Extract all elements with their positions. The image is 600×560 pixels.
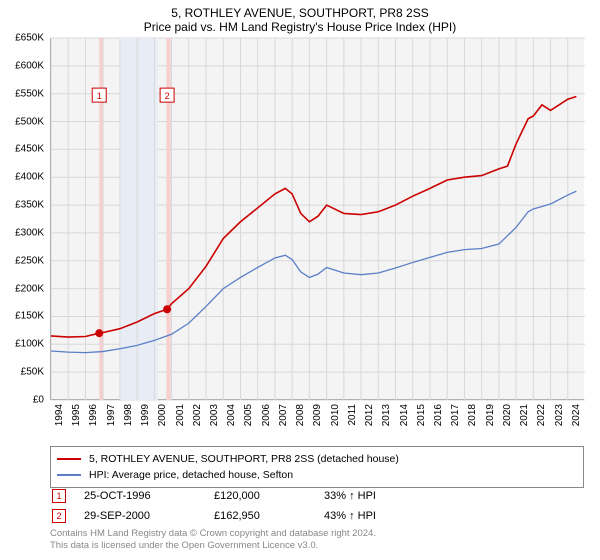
x-tick-label: 2002 xyxy=(192,404,203,426)
x-tick-label: 2014 xyxy=(399,404,410,426)
legend-swatch xyxy=(57,474,81,476)
y-tick-label: £150K xyxy=(15,311,44,322)
sale-marker-number: 1 xyxy=(97,91,102,101)
sale-marker-dot xyxy=(95,329,103,337)
sale-date: 25-OCT-1996 xyxy=(84,490,214,502)
y-tick-label: £550K xyxy=(15,88,44,99)
y-tick-label: £300K xyxy=(15,227,44,238)
legend-row: 5, ROTHLEY AVENUE, SOUTHPORT, PR8 2SS (d… xyxy=(57,451,577,467)
sale-date: 29-SEP-2000 xyxy=(84,510,214,522)
x-tick-label: 1994 xyxy=(54,404,65,426)
x-tick-label: 2021 xyxy=(519,404,530,426)
x-tick-label: 2011 xyxy=(347,404,358,426)
x-tick-label: 2010 xyxy=(330,404,341,426)
x-tick-label: 2009 xyxy=(312,404,323,426)
x-tick-label: 2006 xyxy=(261,404,272,426)
y-tick-label: £450K xyxy=(15,144,44,155)
x-tick-label: 2008 xyxy=(295,404,306,426)
chart-plot-area: 12 xyxy=(50,38,584,400)
y-tick-label: £50K xyxy=(21,367,44,378)
y-tick-label: £0 xyxy=(33,395,44,406)
y-axis: £0£50K£100K£150K£200K£250K£300K£350K£400… xyxy=(0,38,48,400)
y-tick-label: £250K xyxy=(15,255,44,266)
legend-label: 5, ROTHLEY AVENUE, SOUTHPORT, PR8 2SS (d… xyxy=(89,453,399,465)
x-tick-label: 2007 xyxy=(278,404,289,426)
sale-marker-number: 2 xyxy=(165,91,170,101)
x-tick-label: 2023 xyxy=(554,404,565,426)
plot-svg: 12 xyxy=(51,38,584,399)
x-tick-label: 2012 xyxy=(364,404,375,426)
legend: 5, ROTHLEY AVENUE, SOUTHPORT, PR8 2SS (d… xyxy=(50,446,584,488)
legend-label: HPI: Average price, detached house, Seft… xyxy=(89,469,293,481)
y-tick-label: £100K xyxy=(15,339,44,350)
title-block: 5, ROTHLEY AVENUE, SOUTHPORT, PR8 2SS Pr… xyxy=(0,0,600,36)
footer: Contains HM Land Registry data © Crown c… xyxy=(50,528,584,552)
x-tick-label: 1998 xyxy=(123,404,134,426)
x-tick-label: 1997 xyxy=(106,404,117,426)
x-tick-label: 2005 xyxy=(243,404,254,426)
title-subtitle: Price paid vs. HM Land Registry's House … xyxy=(0,20,600,34)
y-tick-label: £500K xyxy=(15,116,44,127)
x-tick-label: 2020 xyxy=(502,404,513,426)
footer-line2: This data is licensed under the Open Gov… xyxy=(50,540,584,552)
sales-row: 2 29-SEP-2000£162,95043% ↑ HPI xyxy=(50,506,584,526)
y-tick-label: £400K xyxy=(15,172,44,183)
x-tick-label: 2013 xyxy=(381,404,392,426)
title-address: 5, ROTHLEY AVENUE, SOUTHPORT, PR8 2SS xyxy=(0,6,600,20)
sale-diff: 43% ↑ HPI xyxy=(324,510,424,522)
x-tick-label: 1999 xyxy=(140,404,151,426)
x-tick-label: 2001 xyxy=(175,404,186,426)
sale-marker-icon: 2 xyxy=(52,509,66,523)
legend-swatch xyxy=(57,458,81,460)
x-tick-label: 1996 xyxy=(88,404,99,426)
sale-marker-icon: 1 xyxy=(52,489,66,503)
x-tick-label: 2004 xyxy=(226,404,237,426)
y-tick-label: £650K xyxy=(15,33,44,44)
x-tick-label: 2022 xyxy=(536,404,547,426)
sales-table: 1 25-OCT-1996£120,00033% ↑ HPI 2 29-SEP-200… xyxy=(50,486,584,526)
sale-price: £162,950 xyxy=(214,510,324,522)
legend-row: HPI: Average price, detached house, Seft… xyxy=(57,467,577,483)
sale-price: £120,000 xyxy=(214,490,324,502)
chart-container: 5, ROTHLEY AVENUE, SOUTHPORT, PR8 2SS Pr… xyxy=(0,0,600,560)
y-tick-label: £350K xyxy=(15,200,44,211)
sales-row: 1 25-OCT-1996£120,00033% ↑ HPI xyxy=(50,486,584,506)
x-tick-label: 2019 xyxy=(485,404,496,426)
x-axis: 1994 1995 1996 1997 1998 1999 2000 2001 2002 2003… xyxy=(50,402,584,452)
x-tick-label: 2018 xyxy=(467,404,478,426)
y-tick-label: £600K xyxy=(15,60,44,71)
footer-line1: Contains HM Land Registry data © Crown c… xyxy=(50,528,584,540)
x-tick-label: 2017 xyxy=(450,404,461,426)
x-tick-label: 2016 xyxy=(433,404,444,426)
sale-diff: 33% ↑ HPI xyxy=(324,490,424,502)
x-tick-label: 2024 xyxy=(571,404,582,426)
sale-marker-dot xyxy=(163,305,171,313)
x-tick-label: 2000 xyxy=(157,404,168,426)
y-tick-label: £200K xyxy=(15,283,44,294)
x-tick-label: 1995 xyxy=(71,404,82,426)
x-tick-label: 2015 xyxy=(416,404,427,426)
x-tick-label: 2003 xyxy=(209,404,220,426)
